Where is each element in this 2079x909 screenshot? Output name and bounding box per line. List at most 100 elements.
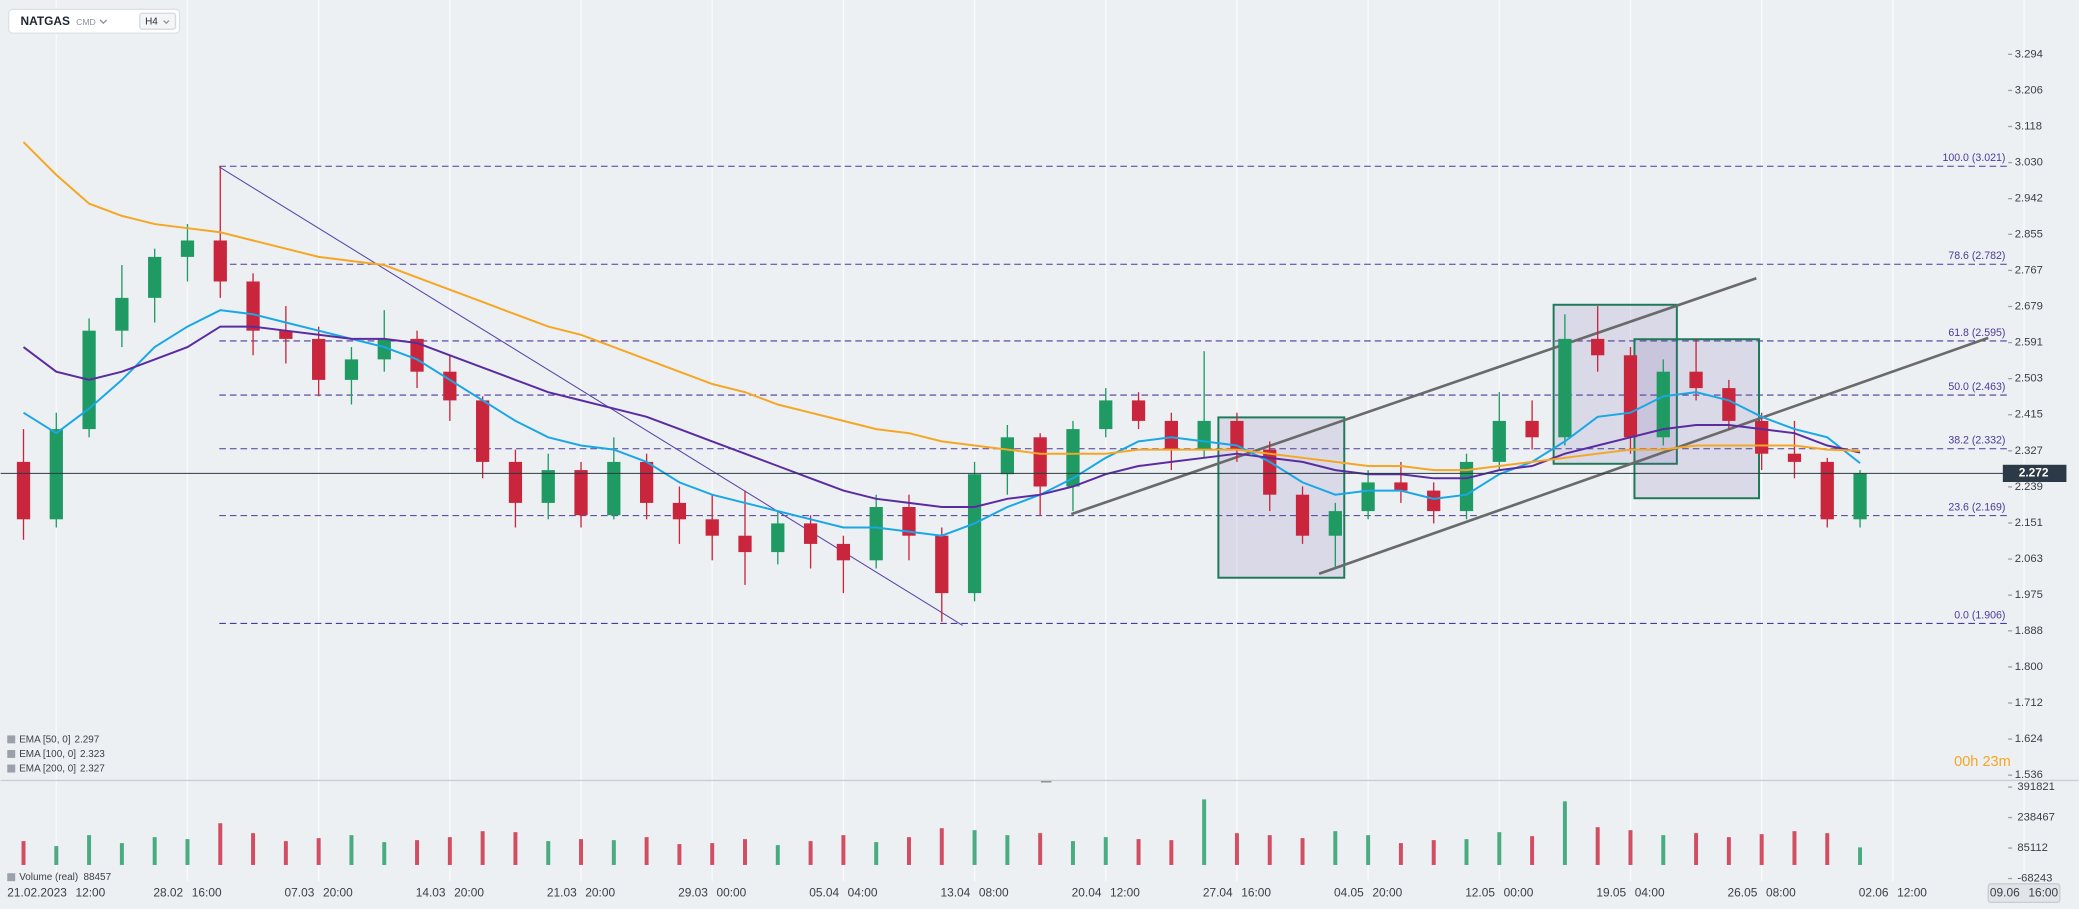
interval-box[interactable] <box>139 12 177 30</box>
volume-bar <box>677 844 682 865</box>
volume-bar <box>1825 833 1830 865</box>
legend-value: 2.323 <box>80 749 105 760</box>
interval[interactable]: H4 <box>145 16 158 27</box>
x-tick-label: 27.04 16:00 <box>1203 885 1272 899</box>
candle-body <box>1230 420 1244 450</box>
candle-body <box>508 461 523 503</box>
candle-body <box>1623 355 1638 438</box>
x-tick-label: 29.03 00:00 <box>678 885 747 899</box>
candle-body <box>1394 482 1408 491</box>
volume-bar <box>1333 831 1338 865</box>
volume-bar <box>1464 839 1469 865</box>
volume-bar <box>1661 835 1666 865</box>
y-tick-label: 3.030 <box>2015 157 2043 169</box>
candle-body <box>836 543 851 561</box>
box <box>1552 303 1678 465</box>
x-tick-label: 14.03 20:00 <box>416 885 485 899</box>
candle-body <box>148 256 162 298</box>
volume-bar <box>1759 834 1764 865</box>
candle-body <box>1033 437 1047 487</box>
candle-body <box>1755 420 1769 454</box>
x-tick-label: 09.06 16:00 <box>1990 885 2059 899</box>
volume-bar <box>1202 799 1207 865</box>
volume-bar <box>54 846 59 865</box>
volume-bar <box>939 828 944 865</box>
header-box <box>7 8 181 34</box>
legend-value: 2.297 <box>74 734 99 745</box>
candle-body <box>49 429 63 520</box>
volume-bar <box>185 839 190 865</box>
legend: EMA [50, 0] 2.297 EMA [100, 0] 2.323 EMA [20… <box>7 734 112 883</box>
fib-label: 38.2 (2.332) <box>1948 435 2005 447</box>
candle-body <box>1197 420 1211 450</box>
y-tick-label: 2.503 <box>2015 373 2043 385</box>
candle-body <box>738 535 752 553</box>
y-tick-label: 3.294 <box>2015 48 2043 60</box>
volume-bar <box>415 840 420 865</box>
volume-bar <box>349 835 354 865</box>
candle-body <box>541 470 555 503</box>
volume-legend: Volume (real) 88457 <box>19 872 111 883</box>
candle-body <box>1000 437 1014 475</box>
candle-body <box>1591 338 1605 356</box>
volume-bar <box>21 841 26 865</box>
volume-bar <box>251 833 256 865</box>
candle-body <box>115 297 129 331</box>
candle-body <box>672 502 687 520</box>
x-tick-label: 21.03 20:00 <box>547 885 616 899</box>
candle-body <box>902 507 916 536</box>
candle-body <box>1427 490 1441 512</box>
x-tick-label: 26.05 08:00 <box>1728 885 1797 899</box>
dropdown-arrow[interactable] <box>99 19 108 25</box>
y-tick-label: 2.415 <box>2015 409 2043 421</box>
volume-bar <box>1103 837 1108 865</box>
y-tick-label: 2.591 <box>2015 337 2043 349</box>
legend-icon <box>7 735 16 744</box>
volume-bar <box>1431 840 1436 865</box>
legend-icon <box>7 749 16 758</box>
volume-bar <box>874 842 879 865</box>
candle-body <box>607 461 621 516</box>
candle-body <box>967 474 982 594</box>
channel-line <box>1070 277 1757 516</box>
volume-bar <box>611 840 616 865</box>
fib-label: 61.8 (2.595) <box>1948 327 2005 339</box>
y-tick-label: 2.327 <box>2015 445 2043 457</box>
candle-body <box>935 535 949 594</box>
candle-body <box>1459 461 1474 512</box>
candle-body <box>279 330 293 339</box>
candle-body <box>869 507 883 561</box>
volume-bar <box>283 841 288 865</box>
fib-label: 100.0 (3.021) <box>1942 152 2005 164</box>
x-tick-label: 20.04 12:00 <box>1072 885 1141 899</box>
x-tick-label: 12.05 00:00 <box>1465 885 1534 899</box>
volume-tick-label: 238467 <box>2017 812 2055 824</box>
volume-tick-label: 391821 <box>2017 781 2055 793</box>
dropdown-arrow[interactable] <box>163 20 170 25</box>
candle-body <box>377 338 391 360</box>
candle-body <box>213 240 227 282</box>
candle-body <box>1656 371 1670 438</box>
y-tick-label: 3.206 <box>2015 84 2043 96</box>
channel-line <box>1318 336 1989 576</box>
legend-name: EMA [100, 0] <box>19 749 76 760</box>
fib-label: 23.6 (2.169) <box>1948 501 2005 513</box>
candle-body <box>1558 338 1572 438</box>
volume-bar <box>1234 833 1239 865</box>
volume-bar <box>906 837 911 865</box>
volume-bar <box>119 843 124 865</box>
legend-value: 2.327 <box>80 763 105 774</box>
volume-name: Volume (real) <box>19 872 78 883</box>
candle-body <box>1853 473 1867 520</box>
volume-bar <box>1070 841 1075 865</box>
volume-bar <box>480 831 485 865</box>
y-tick-label: 3.118 <box>2015 120 2042 132</box>
candle-body <box>1099 400 1113 430</box>
volume-tick-label: 85112 <box>2017 842 2047 854</box>
volume-bar <box>87 835 92 865</box>
volume-bar <box>1530 836 1535 865</box>
candle-body <box>1361 482 1375 512</box>
candle-body <box>639 461 654 503</box>
x-tick-label: 13.04 08:00 <box>940 885 1009 899</box>
